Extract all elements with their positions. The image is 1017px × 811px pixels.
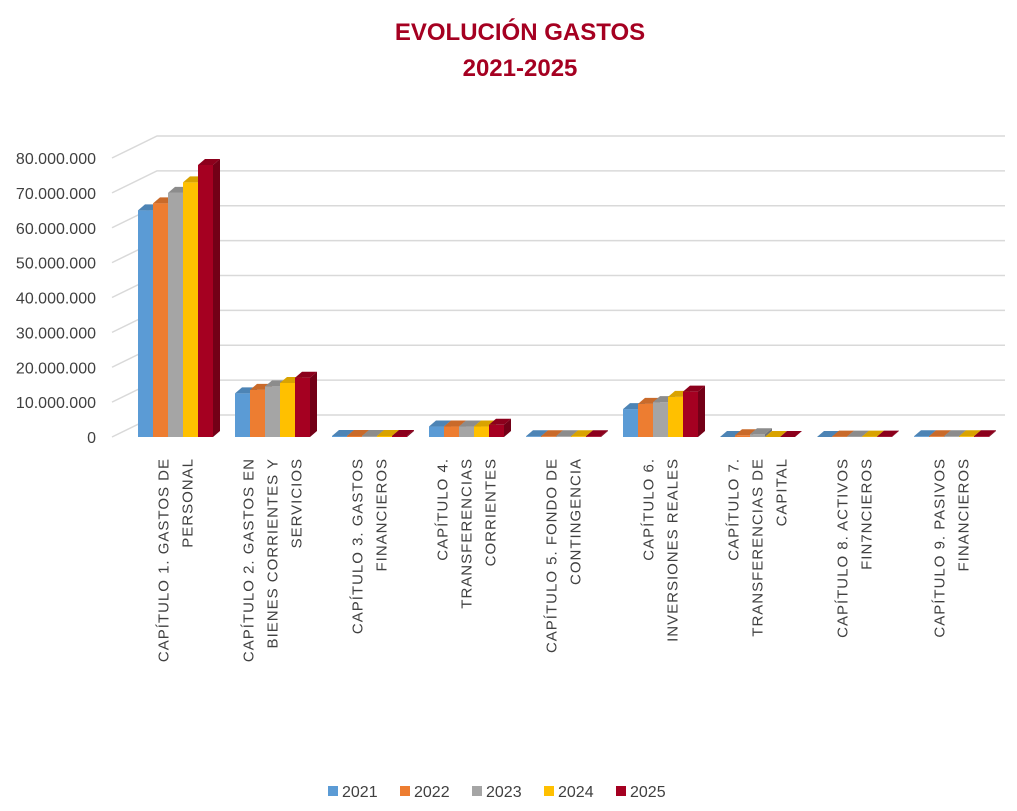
bar [392,436,407,437]
bar [250,390,265,437]
x-tick-label-line: INVERSIONES REALES [665,458,682,642]
x-tick-label-line: CAPÍTULO 6. [641,458,658,561]
grid-line [112,276,1005,298]
bar [556,436,571,437]
x-tick-label: CAPÍTULO 5. FONDO DE CONTINGENCIA [544,458,585,653]
bar [444,427,459,437]
bar [332,436,347,437]
bar [914,436,929,437]
y-tick-label: 50.000.000 [16,256,96,273]
y-tick-label: 10.000.000 [16,395,96,412]
bar [235,393,250,437]
bar [138,210,153,437]
bar [280,383,295,437]
bar [474,427,489,437]
y-tick-label: 80.000.000 [16,151,96,168]
x-tick-label-line: CAPÍTULO 7. [726,458,743,561]
x-tick-label-line: CAPÍTULO 5. FONDO DE [544,458,561,653]
legend-label: 2022 [414,784,450,801]
bar [362,436,377,437]
bar [944,436,959,437]
bar [668,397,683,437]
bar [489,425,504,437]
bar [653,402,668,437]
legend-label: 2023 [486,784,522,801]
bar [377,436,392,437]
chart-title: EVOLUCIÓN GASTOS [395,18,645,46]
bar [459,427,474,437]
bar [571,436,586,437]
bar-side [698,386,705,437]
grid-line [112,310,1005,332]
bar [638,404,653,437]
x-tick-label-line: SERVICIOS [289,458,306,548]
grid-line [112,171,1005,193]
x-tick-label-line: BIENES CORRIENTES Y [265,458,282,648]
chart-title: 2021-2025 [463,55,578,82]
bar [959,436,974,437]
bar [295,378,310,437]
bar [429,427,444,437]
y-tick-label: 60.000.000 [16,221,96,238]
x-tick-label-line: FINANCIEROS [374,458,391,572]
bar [623,409,638,437]
legend-swatch [400,786,410,796]
x-tick-label-line: FIN7NCIEROS [859,458,876,570]
x-tick-label-line: CAPÍTULO 1. GASTOS DE [156,458,173,662]
x-tick-label-line: TRANSFERENCIAS [459,458,476,609]
bar [929,436,944,437]
y-tick-label: 40.000.000 [16,291,96,308]
legend-swatch [616,786,626,796]
legend-swatch [544,786,554,796]
x-tick-label: CAPÍTULO 6. INVERSIONES REALES [641,458,682,642]
grid-line [112,136,1005,158]
x-tick-label-line: CAPÍTULO 8. ACTIVOS [835,458,852,638]
x-tick-label-line: CAPÍTULO 9. PASIVOS [932,458,949,638]
legend-label: 2024 [558,784,594,801]
x-tick-label: CAPÍTULO 2. GASTOS EN BIENES CORRIENTES Y… [241,458,306,662]
bar [183,182,198,437]
x-tick-label-line: CAPÍTULO 2. GASTOS EN [241,458,258,662]
x-tick-label: CAPÍTULO 9. PASIVOS FINANCIEROS [932,458,973,638]
y-tick-label: 30.000.000 [16,325,96,342]
x-tick-label-line: CAPÍTULO 3. GASTOS [350,458,367,634]
grid-line [112,241,1005,263]
legend-label: 2025 [630,784,666,801]
bar [683,392,698,437]
bar [347,436,362,437]
bar [735,435,750,437]
x-tick-label: CAPÍTULO 1. GASTOS DE PERSONAL [156,458,197,662]
bar [153,203,168,437]
bar [198,165,213,437]
grid-line [112,345,1005,367]
bar-side [310,372,317,437]
y-tick-label: 20.000.000 [16,360,96,377]
legend-swatch [328,786,338,796]
x-tick-label: CAPÍTULO 7. TRANSFERENCIAS DE CAPITAL [726,458,791,637]
x-tick-label-line: CONTINGENCIA [568,458,585,585]
legend-swatch [472,786,482,796]
bar [586,436,601,437]
x-tick-label: CAPÍTULO 3. GASTOS FINANCIEROS [350,458,391,634]
x-tick-label: CAPÍTULO 8. ACTIVOS FIN7NCIEROS [835,458,876,638]
x-tick-label-line: PERSONAL [180,458,197,548]
bar [526,436,541,437]
bar-side [213,159,220,437]
x-tick-label-line: CAPITAL [774,458,791,526]
bar [974,436,989,437]
bar [168,193,183,437]
y-tick-label: 70.000.000 [16,186,96,203]
x-tick-label-line: TRANSFERENCIAS DE [750,458,767,637]
bar [541,436,556,437]
x-tick-label: CAPÍTULO 4. TRANSFERENCIAS CORRIENTES [435,458,500,609]
bar [265,386,280,437]
x-tick-label-line: CORRIENTES [483,458,500,566]
legend-label: 2021 [342,784,378,801]
y-tick-label: 0 [87,430,96,447]
bar [750,434,765,437]
grid-line [112,206,1005,228]
x-tick-label-line: CAPÍTULO 4. [435,458,452,561]
x-tick-label-line: FINANCIEROS [956,458,973,572]
